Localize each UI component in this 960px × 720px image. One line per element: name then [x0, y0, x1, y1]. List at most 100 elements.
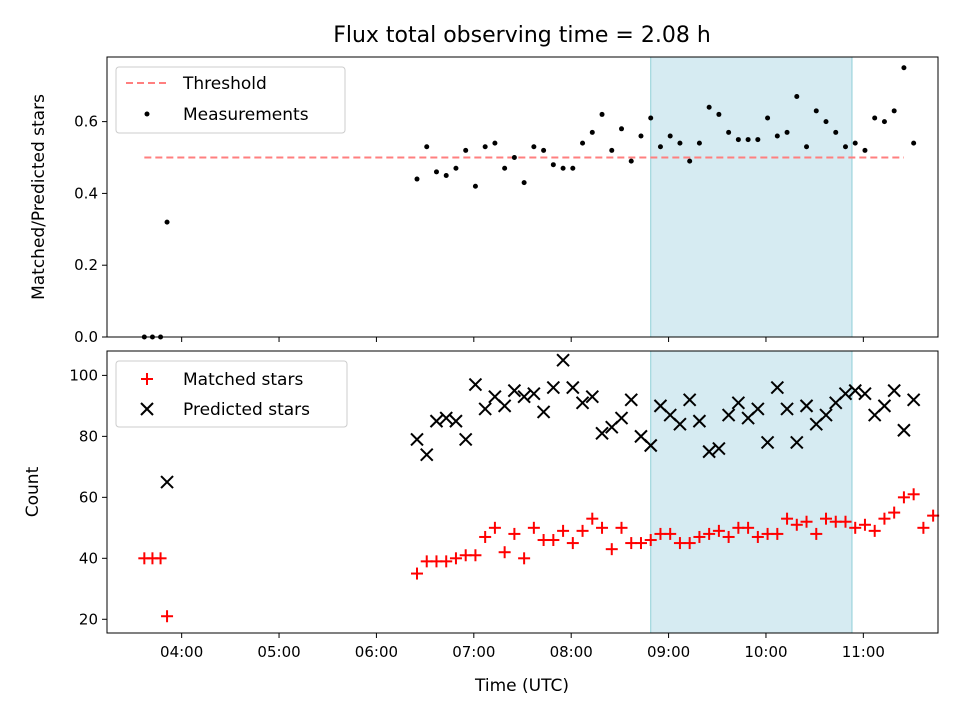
matched-star-point	[586, 512, 599, 525]
measurement-point	[794, 93, 800, 99]
predicted-star-point	[478, 402, 492, 416]
measurement-point	[638, 133, 644, 139]
x-tick-label: 11:00	[842, 643, 885, 661]
predicted-star-point	[546, 380, 561, 395]
measurement-point	[531, 144, 537, 150]
bottom-y-axis: 20 40 60 80 100	[69, 366, 107, 628]
predicted-star-point	[877, 399, 892, 413]
measurement-point	[804, 144, 810, 150]
matched-stars-legend-label: Matched stars	[183, 370, 303, 390]
predicted-star-point	[449, 414, 463, 428]
measurement-point	[667, 133, 673, 139]
measurement-point	[628, 158, 634, 164]
bottom-legend: Matched stars Predicted stars	[115, 360, 348, 428]
predicted-star-point	[819, 408, 833, 422]
matched-star-point	[781, 512, 794, 525]
predicted-star-point	[595, 426, 609, 441]
top-y-axis: 0.0 0.2 0.4 0.6	[74, 113, 107, 346]
predicted-star-point	[624, 393, 638, 407]
matched-star-point	[498, 546, 511, 559]
matched-star-point	[917, 521, 930, 534]
matched-star-point	[858, 518, 871, 531]
bottom-shaded-interval	[650, 350, 853, 634]
bottom-y-tick-label: 100	[69, 366, 98, 384]
predicted-star-point	[721, 408, 736, 422]
bottom-y-tick-label: 20	[79, 610, 98, 628]
predicted-star-point	[536, 405, 551, 419]
top-panel: 0.0 0.2 0.4 0.6 Matched/Predicted stars Thr…	[29, 56, 939, 346]
measurement-point	[463, 147, 469, 153]
matched-star-point	[703, 527, 716, 540]
chart-title: Flux total observing time = 2.08 h	[333, 23, 711, 48]
predicted-star-point	[780, 402, 794, 416]
matched-star-point	[596, 521, 609, 534]
top-y-tick-label: 0.0	[74, 328, 98, 346]
measurement-point	[784, 129, 790, 135]
matched-star-point	[664, 527, 677, 540]
top-y-axis-label: Matched/Predicted stars	[29, 94, 49, 300]
measurement-point	[872, 115, 878, 121]
matched-star-point	[411, 567, 424, 580]
matched-star-point	[469, 549, 482, 562]
measurement-point	[599, 111, 605, 117]
matched-star-point	[820, 512, 833, 525]
predicted-star-point	[712, 441, 726, 456]
matched-star-point	[479, 530, 492, 543]
top-legend: Threshold Measurements	[115, 66, 346, 134]
matched-star-point	[722, 530, 735, 543]
matched-star-point	[712, 524, 725, 537]
x-axis-label: Time (UTC)	[474, 676, 569, 696]
measurement-point	[433, 169, 439, 175]
measurement-point	[453, 165, 459, 171]
matched-star-point	[566, 537, 579, 550]
predicted-star-point	[682, 393, 697, 407]
matched-star-point	[810, 527, 823, 540]
predicted-star-point	[497, 399, 512, 413]
bottom-axes-frame	[106, 350, 939, 634]
measurement-point	[580, 140, 586, 146]
measurement-point	[862, 147, 868, 153]
matched-star-point	[634, 537, 647, 550]
top-legend-box	[115, 66, 346, 134]
matched-star-point	[771, 527, 784, 540]
predicted-star-point	[760, 435, 775, 450]
matched-star-point	[888, 506, 901, 519]
matched-star-point	[897, 491, 910, 504]
measurement-point	[891, 108, 897, 114]
measurement-point	[472, 183, 478, 189]
measurement-point	[570, 165, 576, 171]
measurement-point	[726, 129, 732, 135]
predicted-star-point	[887, 383, 901, 398]
matched-star-point	[576, 524, 589, 537]
matched-star-point	[693, 530, 706, 543]
predicted-star-point	[439, 411, 453, 425]
matched-star-point	[605, 543, 618, 556]
x-tick-label: 05:00	[257, 643, 300, 661]
matched-star-point	[849, 521, 862, 534]
predicted-star-point	[458, 432, 473, 447]
measurement-point	[706, 104, 712, 110]
matched-star-point	[557, 524, 570, 537]
matched-star-point	[154, 552, 167, 565]
predicted-star-point	[575, 396, 590, 410]
matched-star-point	[440, 555, 453, 568]
top-y-tick-label: 0.4	[74, 184, 98, 202]
measurement-point	[774, 133, 780, 139]
measurement-point	[677, 140, 683, 146]
predicted-star-point	[858, 386, 872, 401]
measurement-point	[852, 140, 858, 146]
measurement-point	[813, 108, 819, 114]
predicted-stars-legend-swatch	[140, 402, 154, 416]
predicted-stars-legend-label: Predicted stars	[183, 400, 310, 420]
measurement-point	[696, 140, 702, 146]
predicted-star-point	[410, 432, 424, 447]
predicted-star-point	[429, 414, 444, 428]
predicted-star-point	[160, 475, 174, 489]
measurement-point	[414, 176, 420, 182]
matched-star-point	[449, 552, 462, 565]
bottom-y-tick-label: 40	[79, 549, 98, 567]
matched-star-point	[868, 524, 881, 537]
matched-star-point	[644, 534, 657, 547]
bottom-panel: 20 40 60 80 100 04:00 05:00 06:00 07:00 08:00 09:…	[23, 350, 940, 696]
